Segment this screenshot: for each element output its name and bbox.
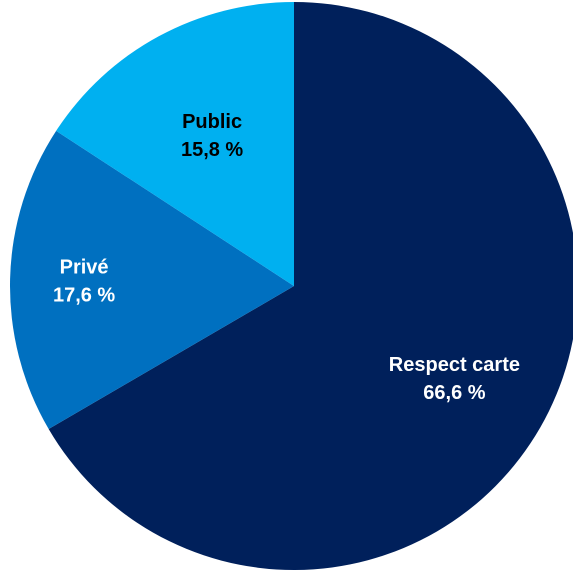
labels-layer: Respect carte 66,6 % Privé 17,6 % Public 15,8… [53,111,520,404]
slice-label-name: Respect carte [389,354,520,376]
slices-layer [9,2,573,570]
slice-label-name: Public [182,111,242,133]
pie-slice-priv- [9,130,294,430]
pie-slice-public [56,2,294,286]
pie-slice-respect-carte [48,2,573,570]
slice-label-name: Privé [60,257,109,279]
slice-label-value: 17,6 % [53,285,115,307]
slice-label-value: 15,8 % [181,139,243,161]
slice-label-value: 66,6 % [423,382,485,404]
